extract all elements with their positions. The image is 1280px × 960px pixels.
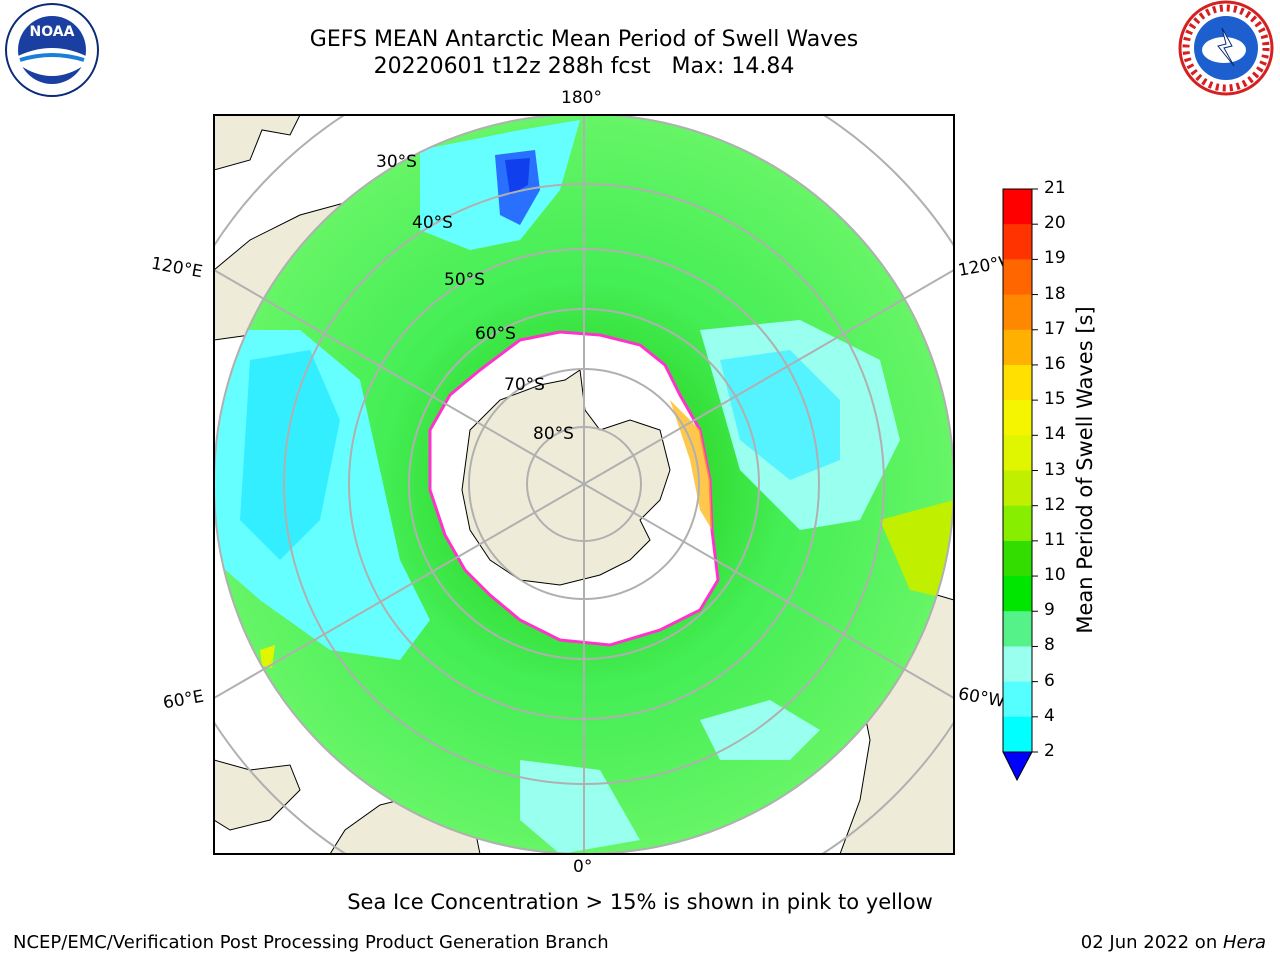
colorbar-tick-label: 14	[1044, 424, 1066, 445]
colorbar-tick-label: 8	[1044, 635, 1055, 656]
sea-ice-caption: Sea Ice Concentration > 15% is shown in …	[347, 890, 933, 914]
graticule	[214, 115, 954, 854]
colorbar-band	[1003, 364, 1032, 401]
colorbar-band	[1003, 470, 1032, 507]
parallel-label-70s: 70°S	[504, 375, 545, 395]
colorbar-band	[1003, 611, 1032, 647]
colorbar-tick-label: 16	[1044, 353, 1066, 374]
colorbar-band	[1003, 716, 1032, 753]
parallel-label-80s: 80°S	[533, 424, 574, 444]
footer-host: Hera	[1222, 932, 1266, 953]
figure-subtitle: 20220601 t12z 288h fcst Max: 14.84	[373, 54, 795, 79]
colorbar-tick-label: 12	[1044, 494, 1066, 515]
footer-date: 02 Jun 2022 on Hera	[1081, 932, 1266, 953]
map-frame	[213, 114, 955, 855]
colorbar-band	[1003, 540, 1032, 577]
colorbar-tick-label: 19	[1044, 248, 1066, 269]
colorbar-band	[1003, 435, 1032, 471]
colorbar-tick-label: 6	[1044, 670, 1055, 691]
meridian-label-0: 0°	[573, 857, 593, 877]
swell-period-field	[214, 115, 954, 854]
colorbar-tick-label: 15	[1044, 389, 1066, 410]
colorbar-band	[1003, 646, 1032, 683]
parallel-label-30s: 30°S	[376, 152, 417, 172]
meridian-label-180: 180°	[561, 88, 602, 108]
noaa-logo: NOAA	[5, 3, 99, 97]
colorbar-extend-arrow	[1002, 751, 1033, 782]
national-weather-service-logo	[1178, 0, 1274, 96]
colorbar-band	[1003, 329, 1032, 366]
colorbar-tick-label: 4	[1044, 705, 1055, 726]
colorbar-tick-label: 13	[1044, 459, 1066, 480]
colorbar-band	[1003, 259, 1032, 296]
colorbar-band	[1003, 400, 1032, 436]
colorbar-band	[1003, 505, 1032, 542]
figure-title: GEFS MEAN Antarctic Mean Period of Swell…	[309, 27, 859, 52]
colorbar-tick-label: 10	[1044, 565, 1066, 586]
footer-date-text: 02 Jun 2022 on	[1080, 932, 1223, 953]
colorbar-tick-label: 21	[1044, 178, 1066, 198]
parallel-label-50s: 50°S	[444, 270, 485, 290]
parallel-label-60s: 60°S	[475, 324, 516, 344]
colorbar-title: Mean Period of Swell Waves [s]	[1073, 306, 1097, 634]
parallel-label-40s: 40°S	[412, 213, 453, 233]
colorbar-tick-label: 18	[1044, 283, 1066, 304]
colorbar-band	[1003, 189, 1032, 225]
colorbar-band	[1003, 294, 1032, 331]
colorbar-tick-label: 20	[1044, 213, 1066, 234]
footer-credit: NCEP/EMC/Verification Post Processing Pr…	[13, 932, 609, 953]
noaa-logo-text: NOAA	[30, 24, 75, 40]
colorbar-band	[1003, 576, 1032, 612]
colorbar-band	[1003, 224, 1032, 260]
colorbar-tick-label: 11	[1044, 529, 1066, 550]
colorbar-tick-label: 17	[1044, 318, 1066, 339]
colorbar-tick-label: 2	[1044, 741, 1055, 761]
colorbar-band	[1003, 681, 1032, 718]
colorbar-tick-label: 9	[1044, 600, 1055, 621]
